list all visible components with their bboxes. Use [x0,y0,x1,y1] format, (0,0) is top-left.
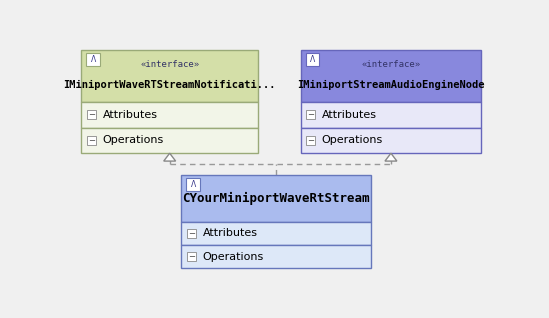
Bar [81,128,258,153]
Text: Attributes: Attributes [322,110,377,120]
Bar [87,110,96,119]
Text: IMiniportWaveRTStreamNotificati...: IMiniportWaveRTStreamNotificati... [64,80,276,90]
Text: Operations: Operations [103,135,164,145]
Bar [181,175,371,222]
Bar [300,102,481,128]
Bar [300,128,481,153]
Text: −: − [188,229,195,238]
Bar [187,229,196,238]
Bar [306,136,315,145]
Bar [181,245,371,268]
Bar [87,53,100,66]
Bar [181,222,371,245]
Bar [300,50,481,102]
Text: −: − [88,136,95,145]
Polygon shape [164,153,176,161]
Bar [187,178,200,191]
Text: «interface»: «interface» [140,60,199,69]
Text: Attributes: Attributes [103,110,158,120]
Text: Λ: Λ [191,180,196,189]
Bar [306,53,319,66]
Bar [81,50,258,102]
Text: IMiniportStreamAudioEngineNode: IMiniportStreamAudioEngineNode [297,80,485,90]
Text: −: − [88,110,95,119]
Text: −: − [188,252,195,261]
Text: −: − [307,110,314,119]
Bar [81,102,258,128]
Bar [187,252,196,261]
Bar [87,136,96,145]
Polygon shape [385,153,397,161]
Text: Attributes: Attributes [203,228,257,238]
Text: Λ: Λ [310,55,315,64]
Text: CYourMiniportWaveRtStream: CYourMiniportWaveRtStream [182,192,370,205]
Text: Operations: Operations [203,252,264,262]
Text: Operations: Operations [322,135,383,145]
Text: «interface»: «interface» [361,60,421,69]
Bar [306,110,315,119]
Text: Λ: Λ [91,55,96,64]
Text: −: − [307,136,314,145]
